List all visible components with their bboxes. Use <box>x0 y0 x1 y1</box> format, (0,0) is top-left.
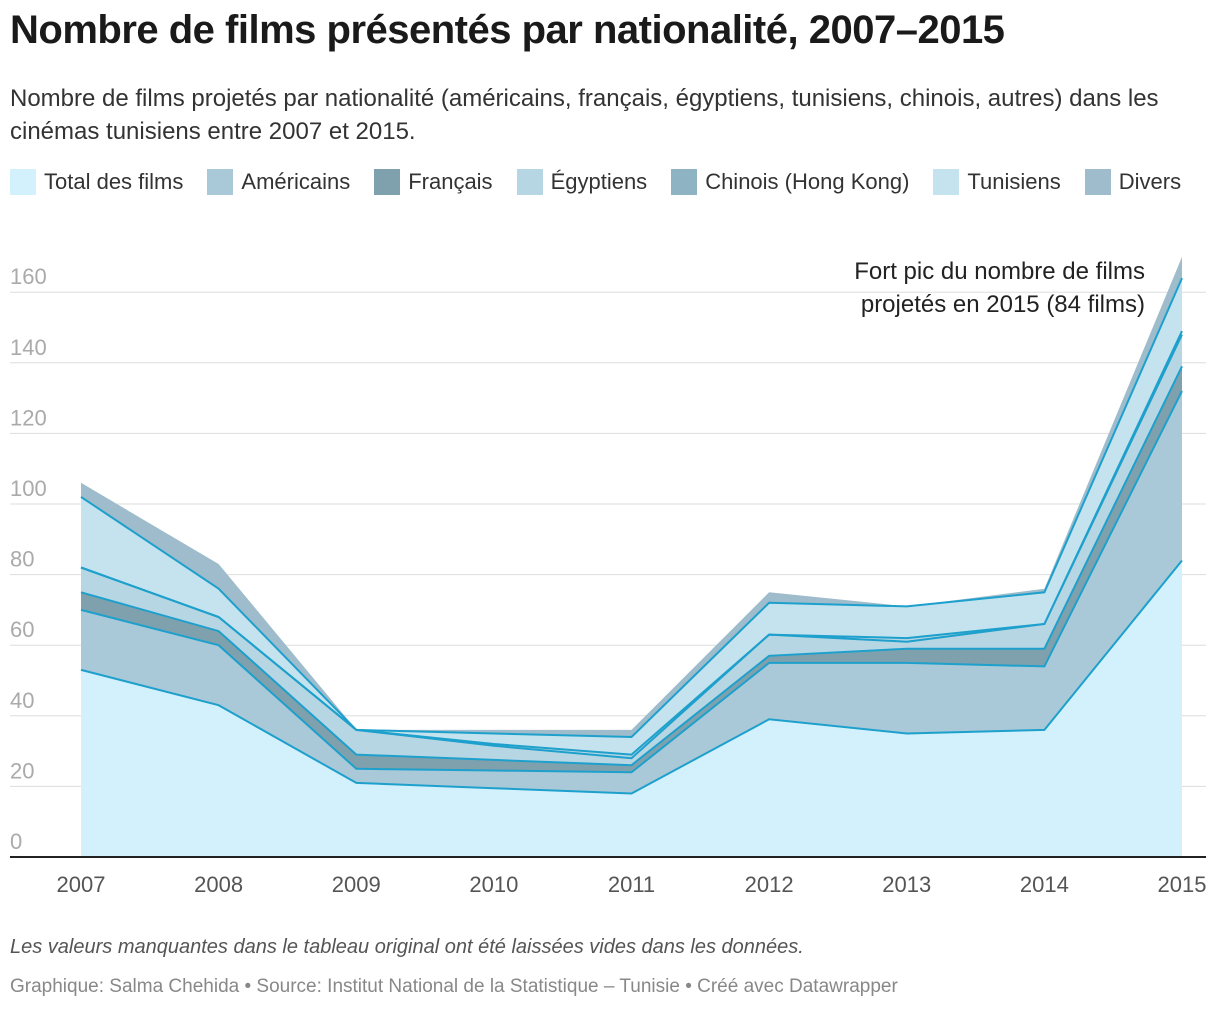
y-tick-labels: 0 20 40 60 80 100 120 140 160 <box>10 264 47 854</box>
x-tick-label: 2008 <box>194 872 243 897</box>
line-total-des-films <box>80 559 1183 795</box>
x-tick-label: 2014 <box>1020 872 1069 897</box>
legend-item-francais[interactable]: Français <box>374 168 493 196</box>
legend-label-tunisiens: Tunisiens <box>967 169 1061 194</box>
legend-swatch-divers <box>1084 169 1111 195</box>
legend-label-chinois: Chinois (Hong Kong) <box>705 169 910 194</box>
legend-swatch-egyptiens <box>516 169 543 195</box>
series-lines <box>80 277 1183 795</box>
x-tick-label: 2012 <box>745 872 794 897</box>
y-tick-label: 140 <box>10 335 47 360</box>
legend-swatch-americains <box>207 169 234 195</box>
x-tick-label: 2011 <box>608 872 655 897</box>
legend-label-divers: Divers <box>1118 169 1182 194</box>
credits: Graphique: Salma Chehida • Source: Insti… <box>10 976 898 997</box>
annotation-line-2: projetés en 2015 (84 films) <box>861 291 1145 318</box>
legend-label-total: Total des films <box>44 169 184 194</box>
y-tick-label: 20 <box>10 758 34 783</box>
x-tick-label: 2015 <box>1158 872 1207 897</box>
x-tick-labels: 2007 2008 2009 2010 2011 2012 2013 2014 2015 <box>57 872 1207 897</box>
y-tick-label: 0 <box>10 829 22 854</box>
legend-label-egyptiens: Égyptiens <box>550 169 648 194</box>
y-tick-label: 100 <box>10 476 47 501</box>
y-tick-label: 120 <box>10 405 47 430</box>
y-tick-label: 160 <box>10 264 47 289</box>
legend-label-francais: Français <box>408 169 493 194</box>
x-tick-label: 2013 <box>882 872 931 897</box>
legend-item-divers[interactable]: Divers <box>1084 168 1182 196</box>
chart-subtitle: Nombre de films projetés par nationalité… <box>10 85 1159 145</box>
y-tick-label: 60 <box>10 617 34 642</box>
line-am-ricains <box>80 390 1183 774</box>
legend-swatch-tunisiens <box>933 169 960 195</box>
legend-label-americains: Américains <box>241 169 351 194</box>
footnote: Les valeurs manquantes dans le tableau o… <box>10 936 804 958</box>
legend-item-chinois[interactable]: Chinois (Hong Kong) <box>671 168 909 196</box>
line-chinois-hong-kong- <box>80 334 1183 760</box>
legend-swatch-chinois <box>671 169 698 195</box>
legend-item-egyptiens[interactable]: Égyptiens <box>516 168 648 196</box>
area-layers <box>81 256 1182 858</box>
y-tick-label: 40 <box>10 688 34 713</box>
legend-swatch-total <box>10 169 36 195</box>
annotation-line-1: Fort pic du nombre de films <box>854 258 1145 285</box>
x-tick-label: 2009 <box>332 872 381 897</box>
y-tick-label: 80 <box>10 547 34 572</box>
legend-item-tunisiens[interactable]: Tunisiens <box>933 168 1061 196</box>
x-tick-label: 2007 <box>57 872 106 897</box>
legend-item-americains[interactable]: Américains <box>207 168 350 196</box>
line-fran-ais <box>80 365 1183 767</box>
chart-title: Nombre de films présentés par nationalit… <box>10 8 1005 52</box>
legend: Total des films Américains Français Égyp… <box>10 168 1200 196</box>
legend-swatch-francais <box>374 169 401 195</box>
x-tick-label: 2010 <box>469 872 518 897</box>
line-tunisiens <box>80 277 1183 739</box>
legend-item-total[interactable]: Total des films <box>10 168 183 196</box>
